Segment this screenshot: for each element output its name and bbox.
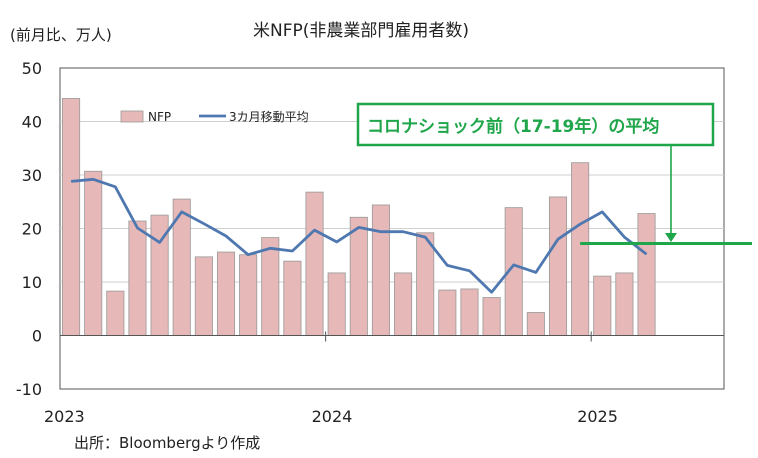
- x-year-label: 2024: [312, 407, 353, 426]
- nfp-bar: [305, 191, 324, 336]
- nfp-bar: [261, 237, 280, 336]
- nfp-bar: [62, 98, 81, 336]
- x-year-labels: 2023 2024 2025: [44, 407, 618, 426]
- source-note: 出所：Bloombergより作成: [74, 434, 260, 452]
- y-tick-label: 50: [22, 59, 42, 78]
- nfp-bar: [194, 256, 213, 336]
- legend-label-ma: 3カ月移動平均: [229, 110, 309, 124]
- y-tick-label: 10: [22, 273, 42, 292]
- nfp-bar: [128, 220, 147, 336]
- legend-label-nfp: NFP: [148, 110, 171, 124]
- x-year-label: 2023: [44, 407, 85, 426]
- nfp-bar: [416, 232, 435, 336]
- nfp-bar: [283, 260, 302, 336]
- y-axis-unit-label: (前月比、万人): [10, 26, 112, 44]
- year-ticks: [325, 331, 592, 342]
- legend: NFP 3カ月移動平均: [120, 110, 309, 124]
- nfp-bar: [526, 312, 545, 336]
- nfp-bar: [482, 297, 501, 336]
- nfp-bar: [438, 289, 457, 336]
- nfp-bar: [216, 251, 236, 336]
- annotation-box: [356, 102, 715, 147]
- y-tick-label: 40: [22, 113, 42, 132]
- y-tick-label: -10: [16, 380, 42, 399]
- moving-average-line: [70, 177, 648, 294]
- annotation-text: コロナショック前（17-19年）の平均: [367, 116, 659, 137]
- annotation-arrowhead: [665, 233, 677, 242]
- nfp-bar: [84, 170, 103, 336]
- y-tick-label: 20: [22, 220, 42, 239]
- nfp-bar: [327, 272, 346, 336]
- y-tick-label: 30: [22, 166, 42, 185]
- y-tick-label: 0: [32, 327, 42, 346]
- nfp-bar: [593, 275, 612, 336]
- nfp-bar: [349, 216, 368, 336]
- y-tick-labels: -10 0 10 20 30 40 50: [16, 59, 42, 399]
- nfp-bar: [460, 288, 479, 336]
- nfp-bar: [106, 290, 125, 336]
- nfp-bar: [394, 272, 413, 336]
- legend-swatch-nfp: [120, 110, 144, 123]
- nfp-bar: [371, 204, 390, 336]
- nfp-bar: [615, 272, 634, 336]
- nfp-bar: [548, 196, 568, 336]
- nfp-bar: [239, 254, 258, 336]
- nfp-bar: [571, 162, 590, 336]
- reference-annotation: コロナショック前（17-19年）の平均: [356, 102, 715, 242]
- chart-title: 米NFP(非農業部門雇用者数): [253, 21, 469, 41]
- x-year-label: 2025: [577, 407, 618, 426]
- nfp-bar: [637, 213, 656, 336]
